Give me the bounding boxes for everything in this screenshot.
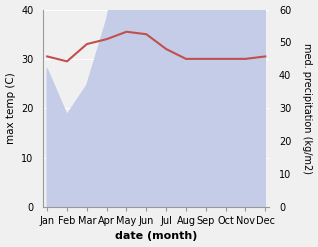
- X-axis label: date (month): date (month): [115, 231, 197, 242]
- Y-axis label: med. precipitation (kg/m2): med. precipitation (kg/m2): [302, 43, 313, 174]
- Y-axis label: max temp (C): max temp (C): [5, 72, 16, 144]
